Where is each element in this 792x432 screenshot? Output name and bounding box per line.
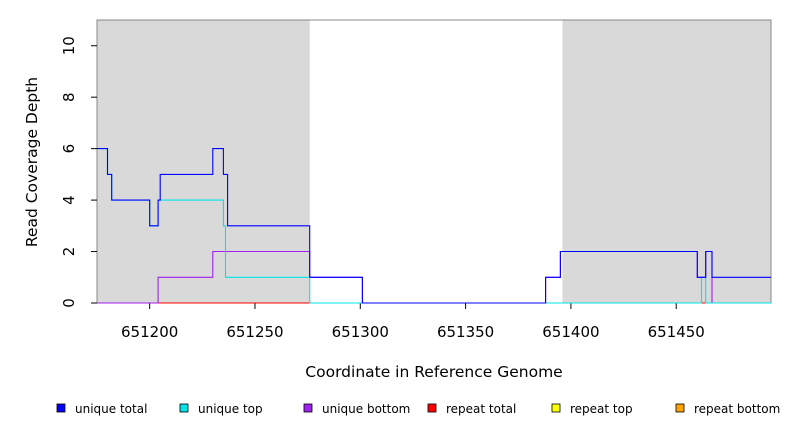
x-tick-label: 651300 [332,323,389,341]
legend-swatch [179,403,189,413]
y-tick-label: 10 [60,36,78,55]
y-tick-label: 2 [60,247,78,257]
x-tick-label: 651400 [542,323,599,341]
y-tick-label: 4 [60,195,78,205]
legend-label: repeat top [570,402,633,416]
legend-label: repeat total [446,402,516,416]
legend-swatch [303,403,313,413]
legend-swatch [427,403,437,413]
y-axis: 0 2 4 6 8 10 [60,36,97,308]
legend-swatch [675,403,685,413]
y-tick-label: 6 [60,144,78,154]
legend-label: unique top [198,402,263,416]
series-lines [97,148,771,304]
legend-swatch [551,403,561,413]
x-tick-label: 651350 [437,323,494,341]
series-unique-total [97,148,771,304]
shaded-region-0 [97,20,310,303]
shaded-region-1 [562,20,771,303]
legend-label: unique bottom [322,402,410,416]
x-axis-title: Coordinate in Reference Genome [305,363,562,381]
x-tick-label: 651200 [121,323,178,341]
shaded-regions [97,20,771,303]
y-axis-title: Read Coverage Depth [23,77,41,247]
y-tick-label: 8 [60,92,78,102]
legend-label: repeat bottom [694,402,780,416]
legend-swatch [56,403,66,413]
x-axis: 651200 651250 651300 651350 651400 651450 [121,303,705,341]
legend: unique total unique top unique bottom repea… [56,402,780,416]
x-tick-label: 651450 [648,323,705,341]
legend-label: unique total [75,402,147,416]
y-tick-label: 0 [60,298,78,308]
x-tick-label: 651250 [226,323,283,341]
